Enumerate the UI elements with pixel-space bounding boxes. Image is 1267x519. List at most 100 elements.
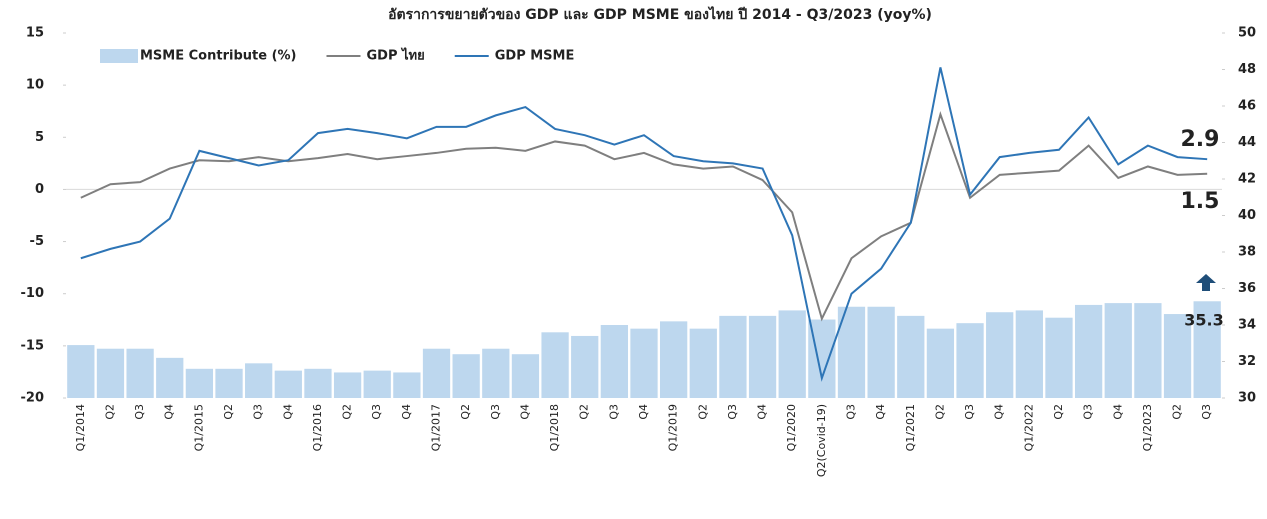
data-label: 35.3 xyxy=(1184,311,1223,330)
x-tick-label: Q3 xyxy=(252,404,265,420)
y2-tick-label: 46 xyxy=(1238,99,1256,114)
bar xyxy=(1104,303,1132,398)
chart-title: อัตราการขยายตัวของ GDP และ GDP MSME ของไ… xyxy=(388,5,932,23)
bar xyxy=(304,368,332,398)
x-tick-label: Q1/2014 xyxy=(74,404,87,451)
x-tick-label: Q3 xyxy=(1082,404,1095,420)
bar xyxy=(1015,310,1043,398)
y-tick-label: 5 xyxy=(35,130,44,145)
y2-tick-label: 44 xyxy=(1238,135,1256,150)
bar xyxy=(571,335,599,398)
x-tick-label: Q1/2016 xyxy=(311,404,324,451)
x-tick-label: Q4 xyxy=(518,404,531,420)
bar xyxy=(185,368,214,398)
bar xyxy=(1074,304,1103,398)
bar xyxy=(245,363,273,398)
x-tick-label: Q3 xyxy=(370,404,383,420)
x-tick-label: Q4 xyxy=(281,404,294,420)
bar xyxy=(689,328,717,398)
x-tick-label: Q2 xyxy=(459,404,472,420)
icon-arrow xyxy=(1196,274,1216,291)
x-tick-label: Q4 xyxy=(163,404,176,420)
bar xyxy=(274,370,302,398)
bar xyxy=(452,354,480,398)
x-tick-label: Q1/2017 xyxy=(430,404,443,451)
y-tick-label: 10 xyxy=(26,78,44,93)
bar xyxy=(126,348,154,398)
bar xyxy=(956,323,984,398)
x-tick-label: Q2 xyxy=(578,404,591,420)
y2-tick-label: 34 xyxy=(1238,318,1256,333)
x-tick-label: Q2(Covid-19) xyxy=(815,404,828,477)
x-tick-label: Q1/2022 xyxy=(1022,404,1035,451)
line xyxy=(80,111,1208,322)
bar xyxy=(482,348,510,398)
bar xyxy=(897,315,925,398)
x-tick-label: Q3 xyxy=(489,404,502,420)
x-tick-label: Q3 xyxy=(1200,404,1213,420)
y2-tick-label: 38 xyxy=(1238,245,1256,260)
x-tick-label: Q1/2021 xyxy=(904,404,917,451)
bar xyxy=(926,328,955,398)
bar xyxy=(719,315,747,398)
bar xyxy=(630,328,658,398)
y-tick-label: -5 xyxy=(30,234,44,249)
x-tick-label: Q2 xyxy=(696,404,709,420)
bar xyxy=(511,354,540,398)
y2-tick-label: 48 xyxy=(1238,62,1256,77)
bar xyxy=(778,310,806,398)
bar xyxy=(1163,314,1192,398)
y2-tick-label: 42 xyxy=(1238,172,1256,187)
bar xyxy=(600,325,628,398)
y-tick-label: 15 xyxy=(26,26,44,41)
legend-swatch xyxy=(100,49,138,63)
bar xyxy=(67,345,95,398)
x-tick-label: Q3 xyxy=(726,404,739,420)
bar xyxy=(96,348,125,398)
x-tick-label: Q2 xyxy=(1052,404,1065,420)
y-tick-label: 0 xyxy=(35,182,44,197)
x-tick-label: Q4 xyxy=(400,404,413,420)
y2-tick-label: 30 xyxy=(1238,391,1256,406)
y2-tick-label: 36 xyxy=(1238,281,1256,296)
bar xyxy=(541,332,569,398)
bar xyxy=(1045,317,1073,398)
y-tick-label: -20 xyxy=(21,391,45,406)
x-tick-label: Q2 xyxy=(341,404,354,420)
legend-label: MSME Contribute (%) xyxy=(140,49,296,64)
x-tick-label: Q2 xyxy=(103,404,116,420)
x-tick-label: Q1/2019 xyxy=(667,404,680,451)
y2-tick-label: 50 xyxy=(1238,26,1256,41)
x-tick-label: Q4 xyxy=(874,404,887,420)
x-tick-label: Q2 xyxy=(933,404,946,420)
legend-label: GDP ไทย xyxy=(366,47,424,64)
x-tick-label: Q3 xyxy=(607,404,620,420)
bar xyxy=(660,321,688,398)
bar xyxy=(393,372,421,398)
x-tick-label: Q4 xyxy=(993,404,1006,420)
x-tick-label: Q4 xyxy=(1111,404,1124,420)
bar xyxy=(1193,301,1221,398)
x-tick-label: Q3 xyxy=(963,404,976,420)
y2-tick-label: 40 xyxy=(1238,208,1256,223)
bar xyxy=(748,315,777,398)
x-tick-label: Q1/2023 xyxy=(1141,404,1154,451)
y-tick-label: -10 xyxy=(21,286,45,301)
x-tick-label: Q4 xyxy=(756,404,769,420)
legend-label: GDP MSME xyxy=(495,49,575,64)
data-label: 2.9 xyxy=(1181,127,1220,152)
x-tick-label: Q2 xyxy=(222,404,235,420)
x-tick-label: Q1/2020 xyxy=(785,404,798,451)
bar xyxy=(333,372,362,398)
bar xyxy=(363,370,391,398)
data-label: 1.5 xyxy=(1181,189,1220,214)
bar xyxy=(867,306,895,398)
line xyxy=(80,67,1208,382)
x-tick-label: Q2 xyxy=(1171,404,1184,420)
x-tick-label: Q1/2015 xyxy=(192,404,205,451)
bar xyxy=(422,348,451,398)
bar xyxy=(156,357,184,398)
bar xyxy=(1134,303,1162,398)
x-tick-label: Q3 xyxy=(133,404,146,420)
